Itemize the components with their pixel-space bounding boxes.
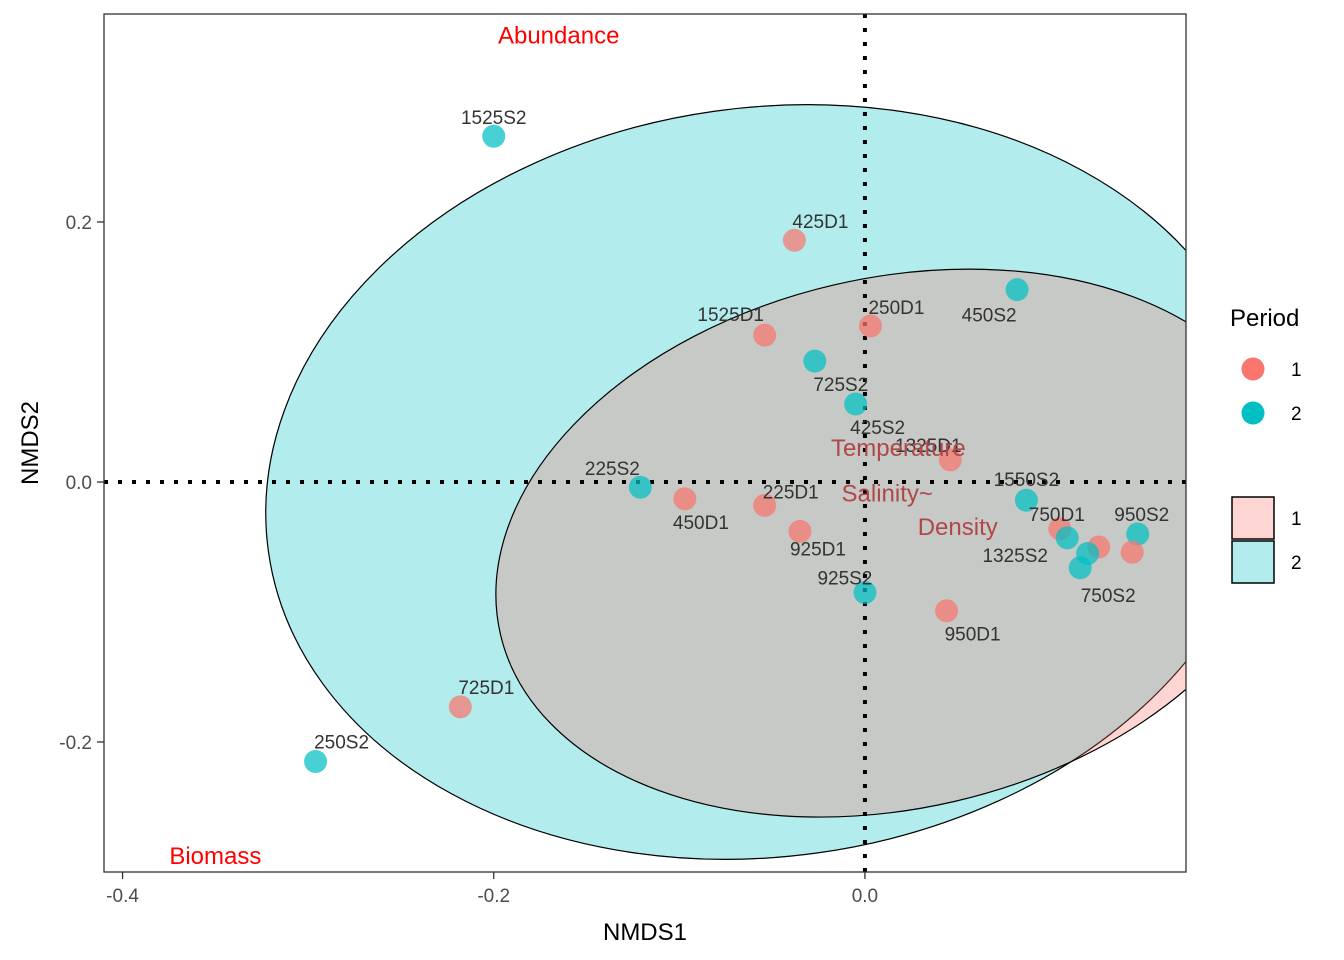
point-label-925s2: 925S2 — [817, 569, 872, 590]
point-925d1 — [788, 519, 812, 543]
point-label-725d1: 725D1 — [458, 678, 514, 699]
legend: Period 1 2 1 2 — [1230, 305, 1302, 584]
x-tick-label: -0.2 — [477, 886, 510, 907]
legend-title: Period — [1230, 305, 1299, 332]
legend-label-fill-1: 1 — [1291, 509, 1302, 530]
env-label-density: Density — [918, 514, 998, 541]
corner-label-abundance: Abundance — [498, 23, 619, 50]
point-label-925d1: 925D1 — [790, 539, 846, 560]
y-tick-label: 0.0 — [66, 473, 92, 494]
point-label-950d1: 950D1 — [945, 625, 1001, 646]
env-label-temperature: Temperature — [831, 435, 966, 462]
corner-labels: Abundance Biomass — [169, 23, 619, 870]
legend-label-point-1: 1 — [1291, 360, 1302, 381]
point-unlabeled-22 — [1120, 540, 1144, 564]
legend-key-fill-1 — [1231, 496, 1275, 540]
axes: -0.4 -0.2 0.0 -0.2 0.0 0.2 — [59, 213, 878, 907]
environment-vectors: Temperature Salinity~ Density — [831, 435, 998, 541]
point-label-1325s2: 1325S2 — [982, 546, 1048, 567]
point-725d1 — [448, 695, 472, 719]
point-unlabeled-23 — [1076, 542, 1100, 565]
point-label-725s2: 725S2 — [813, 375, 868, 396]
point-925s2 — [853, 581, 877, 604]
x-tick-label: 0.0 — [852, 886, 878, 907]
point-950d1 — [935, 599, 959, 623]
point-725s2 — [803, 349, 827, 373]
point-label-1325d1: 1325D1 — [895, 436, 962, 457]
point-label-450s2: 450S2 — [962, 306, 1017, 327]
point-label-450d1: 450D1 — [673, 513, 729, 534]
point-label-425s2: 425S2 — [850, 418, 905, 439]
legend-label-fill-2: 2 — [1291, 553, 1302, 574]
point-label-250s2: 250S2 — [314, 733, 369, 754]
ellipse-period-1 — [495, 268, 1186, 818]
y-axis-title: NMDS2 — [17, 401, 44, 485]
env-label-salinity: Salinity~ — [842, 480, 933, 507]
plot-panel-border — [103, 13, 1187, 873]
point-1325s2 — [1055, 526, 1079, 550]
corner-label-biomass: Biomass — [169, 843, 261, 870]
point-label-1525d1: 1525D1 — [697, 305, 764, 326]
data-points — [304, 124, 1150, 773]
point-1525d1 — [753, 323, 777, 347]
point-250d1 — [858, 314, 882, 338]
point-425s2 — [844, 392, 868, 416]
legend-label-point-2: 2 — [1291, 404, 1302, 425]
point-1550s2 — [1014, 488, 1038, 512]
point-425d1 — [782, 228, 806, 252]
x-tick-label: -0.4 — [106, 886, 139, 907]
point-250s2 — [304, 750, 328, 773]
point-1525s2 — [482, 124, 506, 148]
legend-key-point-2 — [1241, 401, 1265, 425]
point-225s2 — [628, 475, 652, 499]
legend-key-point-1 — [1241, 357, 1265, 381]
point-label-1525s2: 1525S2 — [461, 108, 527, 129]
legend-key-fill-2 — [1231, 540, 1275, 584]
y-tick-label: 0.2 — [66, 213, 92, 234]
point-950s2 — [1126, 522, 1150, 546]
reference-lines — [104, 14, 1186, 872]
y-tick-label: -0.2 — [59, 733, 92, 754]
point-225d1 — [753, 493, 777, 517]
x-axis-title: NMDS1 — [603, 919, 687, 946]
point-label-225d1: 225D1 — [763, 482, 819, 503]
point-1325d1 — [938, 448, 962, 472]
point-label-1550s2: 1550S2 — [994, 470, 1060, 491]
point-label-950s2: 950S2 — [1114, 505, 1169, 526]
point-label-750s2: 750S2 — [1081, 586, 1136, 607]
point-450d1 — [673, 487, 697, 511]
point-label-250d1: 250D1 — [868, 298, 924, 319]
point-label-225s2: 225S2 — [585, 459, 640, 480]
point-450s2 — [1005, 278, 1029, 302]
point-label-425d1: 425D1 — [792, 212, 848, 233]
point-label-750d1: 750D1 — [1029, 505, 1085, 526]
